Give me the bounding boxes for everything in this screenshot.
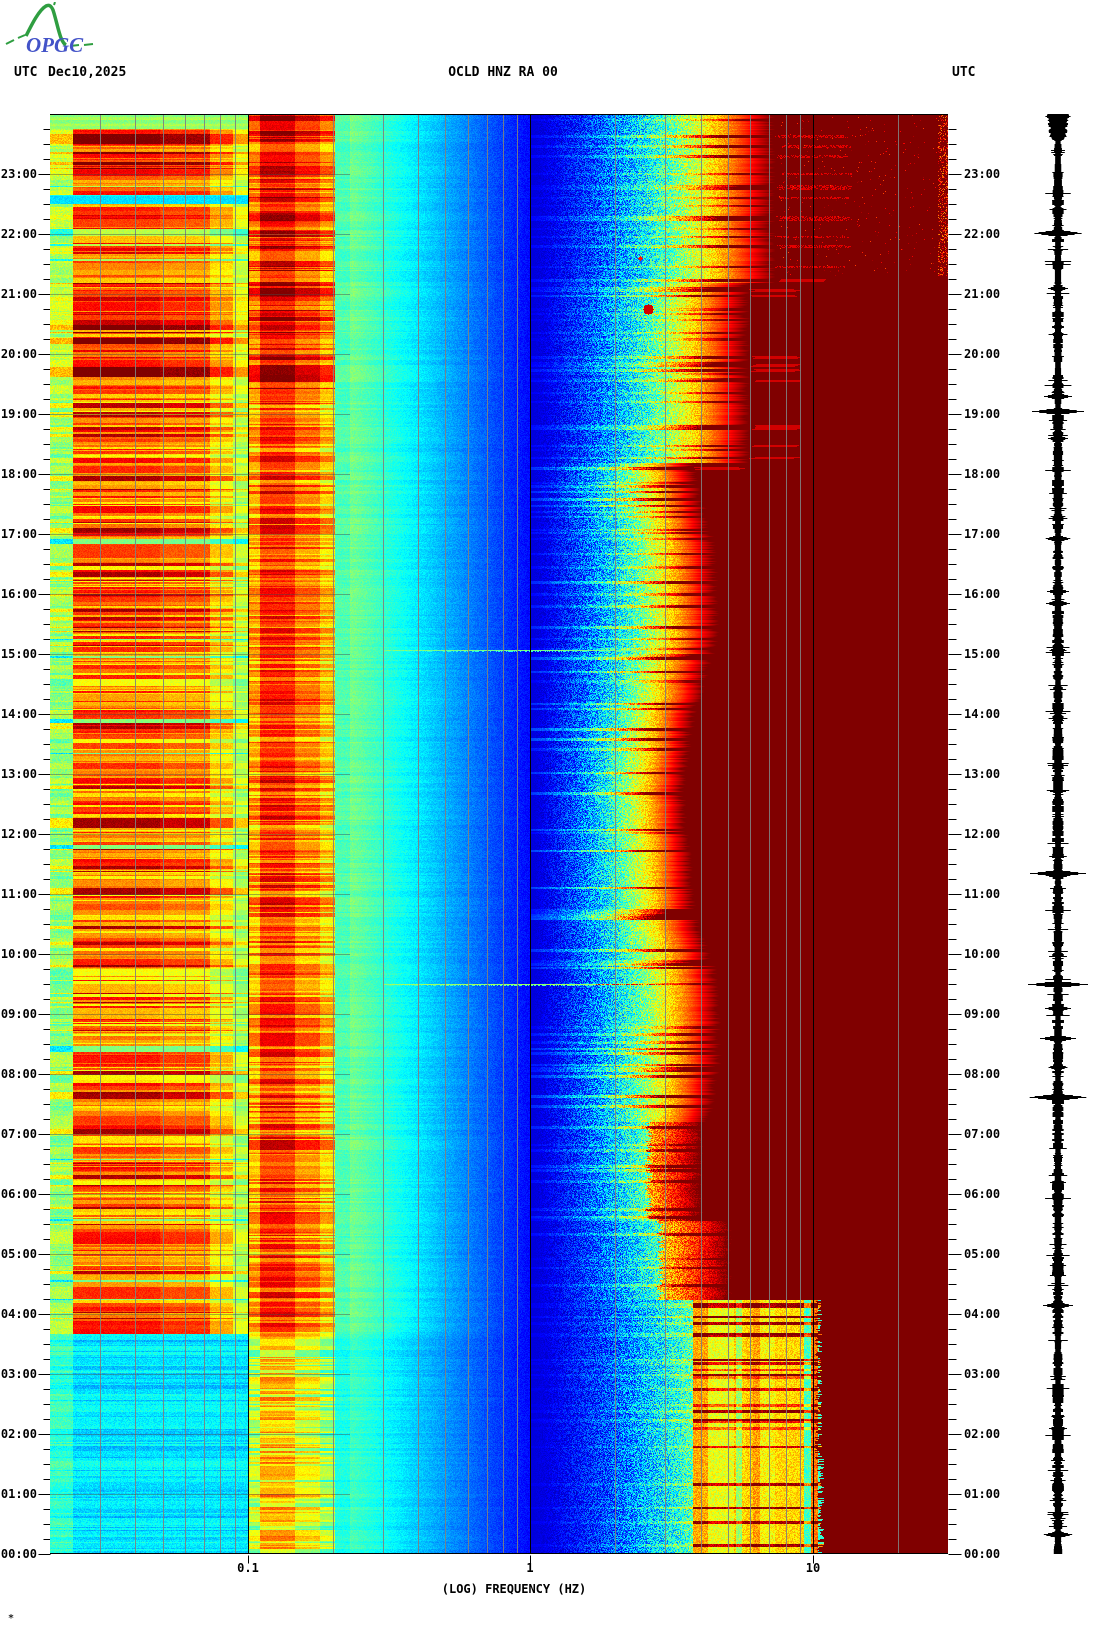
time-label-left: 09:00 (0, 1007, 37, 1021)
time-label-left: 23:00 (0, 167, 37, 181)
time-label-right: 07:00 (964, 1127, 1001, 1141)
time-label-right: 03:00 (964, 1367, 1001, 1381)
opgc-logo-text: OPGC (26, 33, 84, 57)
time-label-right: 11:00 (964, 887, 1001, 901)
time-label-right: 04:00 (964, 1307, 1001, 1321)
time-label-left: 15:00 (0, 647, 37, 661)
time-label-left: 03:00 (0, 1367, 37, 1381)
seismogram-trace-canvas (1028, 114, 1088, 1554)
utc-left-label: UTC (14, 65, 38, 80)
time-label-left: 05:00 (0, 1247, 37, 1261)
time-label-right: 15:00 (964, 647, 1001, 661)
time-label-left: 13:00 (0, 767, 37, 781)
time-label-left: 04:00 (0, 1307, 37, 1321)
time-label-right: 12:00 (964, 827, 1001, 841)
time-label-right: 09:00 (964, 1007, 1001, 1021)
time-label-left: 11:00 (0, 887, 37, 901)
time-label-left: 07:00 (0, 1127, 37, 1141)
time-label-right: 00:00 (964, 1547, 1001, 1561)
time-label-right: 10:00 (964, 947, 1001, 961)
time-label-right: 23:00 (964, 167, 1001, 181)
time-label-right: 21:00 (964, 287, 1001, 301)
plot-title: OCLD HNZ RA 00 (448, 65, 558, 80)
time-label-right: 16:00 (964, 587, 1001, 601)
time-label-right: 22:00 (964, 227, 1001, 241)
freq-tick-label: 10 (805, 1561, 821, 1575)
time-label-right: 18:00 (964, 467, 1001, 481)
opgc-logo-icon: OPGC (5, 2, 94, 57)
time-label-left: 00:00 (0, 1547, 37, 1561)
utc-right-label: UTC (952, 65, 976, 80)
x-axis-title: (LOG) FREQUENCY (HZ) (441, 1582, 587, 1596)
time-label-right: 13:00 (964, 767, 1001, 781)
freq-tick-label: 0.1 (237, 1561, 259, 1575)
spectrogram-canvas (50, 114, 948, 1554)
time-label-right: 20:00 (964, 347, 1001, 361)
time-label-left: 01:00 (0, 1487, 37, 1501)
time-label-left: 12:00 (0, 827, 37, 841)
time-label-left: 21:00 (0, 287, 37, 301)
time-label-right: 01:00 (964, 1487, 1001, 1501)
time-label-right: 05:00 (964, 1247, 1001, 1261)
footnote-mark: * (8, 1613, 15, 1624)
date-label: Dec10,2025 (48, 65, 127, 80)
time-label-left: 18:00 (0, 467, 37, 481)
time-label-left: 16:00 (0, 587, 37, 601)
time-label-left: 20:00 (0, 347, 37, 361)
time-label-left: 08:00 (0, 1067, 37, 1081)
time-label-left: 17:00 (0, 527, 37, 541)
time-label-left: 14:00 (0, 707, 37, 721)
time-label-right: 19:00 (964, 407, 1001, 421)
time-label-left: 02:00 (0, 1427, 37, 1441)
time-label-right: 08:00 (964, 1067, 1001, 1081)
time-label-left: 22:00 (0, 227, 37, 241)
time-label-right: 14:00 (964, 707, 1001, 721)
time-label-left: 06:00 (0, 1187, 37, 1201)
time-label-right: 02:00 (964, 1427, 1001, 1441)
time-label-right: 17:00 (964, 527, 1001, 541)
freq-tick-label: 1 (526, 1561, 534, 1575)
time-label-left: 10:00 (0, 947, 37, 961)
time-label-right: 06:00 (964, 1187, 1001, 1201)
time-label-left: 19:00 (0, 407, 37, 421)
